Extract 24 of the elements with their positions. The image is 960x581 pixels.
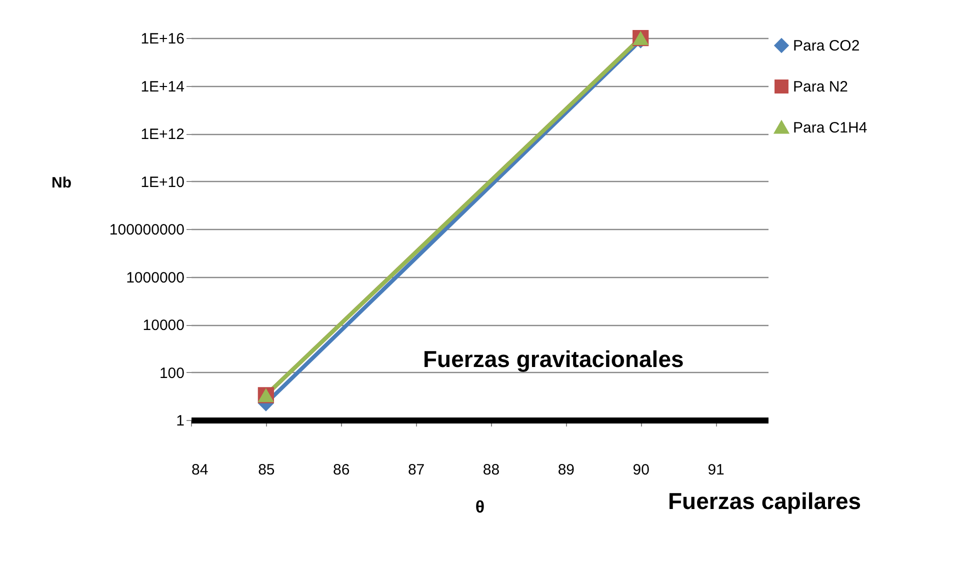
y-tick-label: 1E+16: [140, 30, 184, 48]
legend-label: Para C1H4: [793, 120, 868, 136]
text: Fuerzas capilares: [668, 488, 862, 514]
x-tick-label: 89: [558, 462, 575, 478]
x-tick-label: 86: [333, 462, 350, 478]
annotation: Fuerzas gravitacionales: [423, 346, 684, 372]
x-axis-title: θ: [475, 498, 485, 516]
y-tick-label: 1: [176, 412, 184, 430]
legend-label: Para CO2: [793, 38, 860, 54]
y-tick-label: 1000000: [126, 269, 184, 286]
x-tick-label: 90: [632, 462, 650, 478]
y-tick-label: 1E+12: [140, 126, 184, 143]
y-tick-label: 100000000: [109, 222, 184, 238]
y-tick-label: 100: [159, 364, 184, 382]
y-tick-label: 10000: [142, 317, 184, 334]
y-axis-title: Nb: [52, 174, 72, 192]
legend-label: Para N2: [793, 78, 848, 96]
x-tick-label: 87: [408, 462, 425, 478]
y-tick-label: 1E+14: [140, 78, 184, 96]
y-tick-label: 1E+10: [140, 174, 184, 191]
x-tick-label: 91: [708, 462, 724, 478]
x-tick-label: 85: [258, 462, 275, 478]
x-tick-label: 88: [482, 462, 500, 478]
x-tick-label: 84: [192, 462, 208, 478]
